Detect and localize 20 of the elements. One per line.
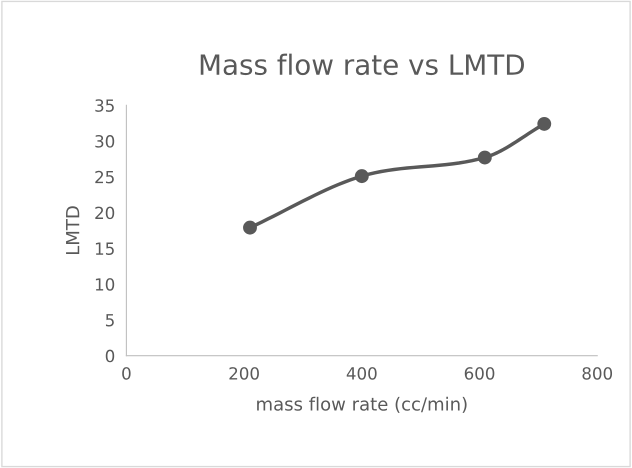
y-tick-label: 20 xyxy=(95,206,114,220)
point xyxy=(354,169,369,184)
x-tick-label: 600 xyxy=(464,367,494,380)
x-tick-label: 400 xyxy=(346,367,377,380)
point xyxy=(478,150,492,164)
x-tick-label: 0 xyxy=(122,367,131,380)
x-tick-label: 800 xyxy=(582,367,612,380)
y-axis-title: LMTD xyxy=(66,206,80,254)
y-tick-label: 25 xyxy=(95,170,114,184)
point xyxy=(537,116,552,131)
y-tick-label: 35 xyxy=(95,99,114,112)
y-tick-label: 5 xyxy=(106,314,114,326)
y-tick-label: 0 xyxy=(106,350,114,362)
y-tick-label: 30 xyxy=(95,135,114,148)
x-tick-label: 200 xyxy=(229,367,259,380)
x-axis-title: mass flow rate (cc/min) xyxy=(257,396,467,413)
chart-title: Mass flow rate vs LMTD xyxy=(200,54,524,76)
y-tick-label: 10 xyxy=(96,278,114,291)
y-tick-label: 15 xyxy=(96,242,114,255)
point xyxy=(243,220,257,235)
